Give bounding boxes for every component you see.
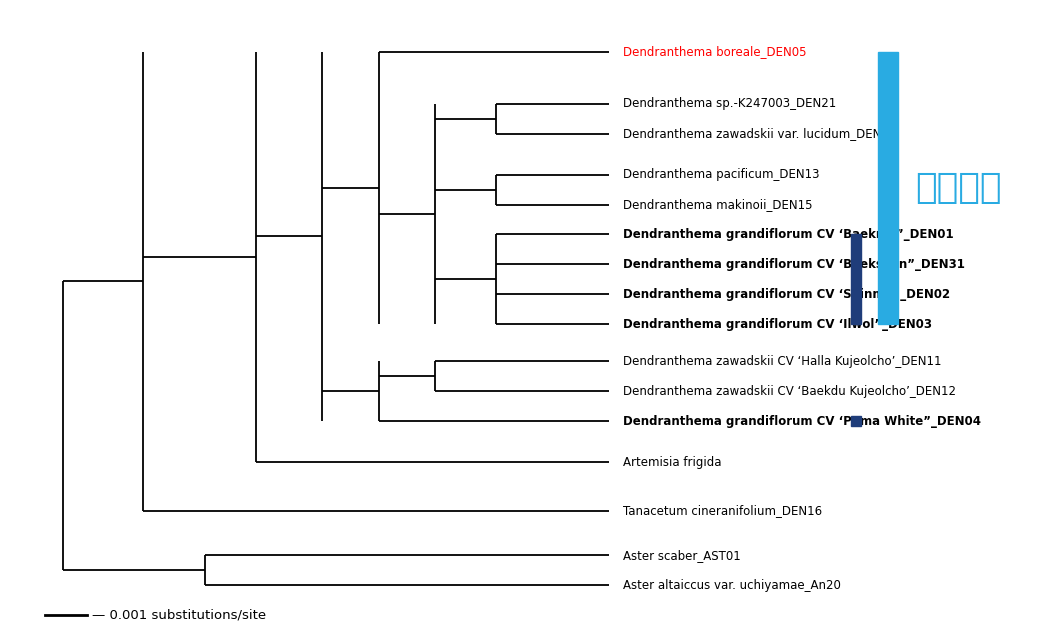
Text: Dendranthema grandiflorum CV ‘Puma White”_DEN04: Dendranthema grandiflorum CV ‘Puma White… [624, 415, 981, 428]
Text: Dendranthema boreale_DEN05: Dendranthema boreale_DEN05 [624, 45, 807, 58]
Text: Dendranthema grandiflorum CV ‘Baekma”_DEN01: Dendranthema grandiflorum CV ‘Baekma”_DE… [624, 228, 954, 241]
Text: Tanacetum cineranifolium_DEN16: Tanacetum cineranifolium_DEN16 [624, 504, 822, 517]
Bar [878, 52, 898, 324]
Bar [851, 234, 861, 324]
Text: — 0.001 substitutions/site: — 0.001 substitutions/site [92, 609, 266, 621]
Text: Dendranthema sp.-K247003_DEN21: Dendranthema sp.-K247003_DEN21 [624, 98, 836, 110]
Text: Aster altaiccus var. uchiyamae_An20: Aster altaiccus var. uchiyamae_An20 [624, 578, 842, 592]
Bar [851, 416, 861, 427]
Text: Dendranthema makinoii_DEN15: Dendranthema makinoii_DEN15 [624, 198, 813, 211]
Text: Dendranthema pacificum_DEN13: Dendranthema pacificum_DEN13 [624, 168, 820, 181]
Text: Aster scaber_AST01: Aster scaber_AST01 [624, 549, 742, 562]
Text: Dendranthema grandiflorum CV ‘Baekseon”_DEN31: Dendranthema grandiflorum CV ‘Baekseon”_… [624, 258, 965, 271]
Text: Artemisia frigida: Artemisia frigida [624, 455, 722, 469]
Text: Dendranthema grandiflorum CV ‘Shinma”_DEN02: Dendranthema grandiflorum CV ‘Shinma”_DE… [624, 288, 950, 301]
Text: Dendranthema zawadskii CV ‘Baekdu Kujeolcho’_DEN12: Dendranthema zawadskii CV ‘Baekdu Kujeol… [624, 385, 957, 398]
Text: Dendranthema zawadskii CV ‘Halla Kujeolcho’_DEN11: Dendranthema zawadskii CV ‘Halla Kujeolc… [624, 355, 942, 368]
Text: Dendranthema grandiflorum CV ‘Ilwol”_DEN03: Dendranthema grandiflorum CV ‘Ilwol”_DEN… [624, 318, 932, 331]
Text: Dendranthema zawadskii var. lucidum_DEN25: Dendranthema zawadskii var. lucidum_DEN2… [624, 127, 897, 140]
Text: 일본계통: 일본계통 [915, 171, 1002, 205]
